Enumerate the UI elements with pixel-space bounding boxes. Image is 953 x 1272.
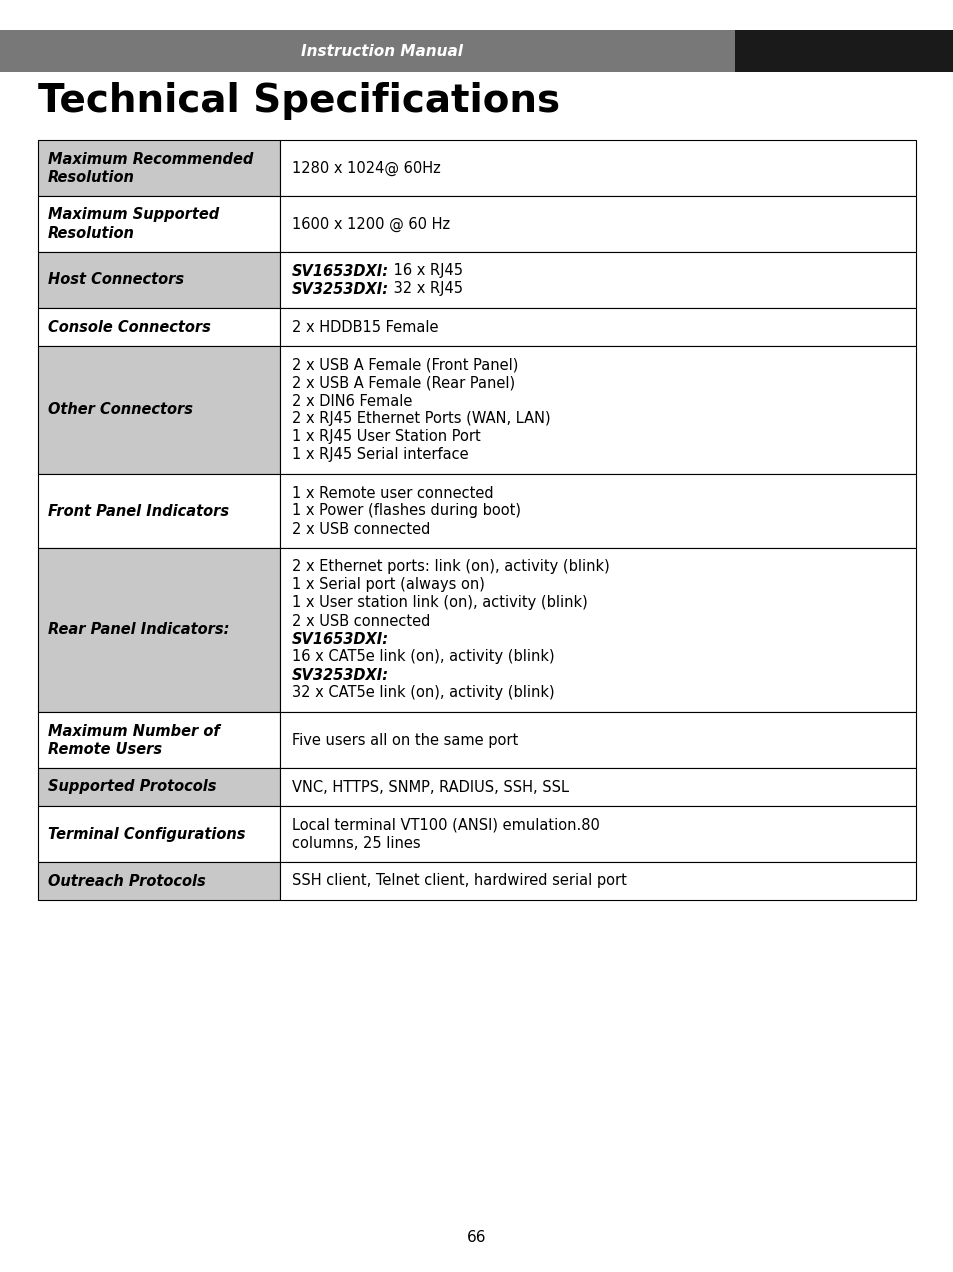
Text: 1 x RJ45 User Station Port: 1 x RJ45 User Station Port (292, 430, 480, 444)
Text: 66: 66 (467, 1230, 486, 1244)
Bar (280, 196, 915, 252)
Text: 1 x Power (flashes during boot): 1 x Power (flashes during boot) (292, 504, 520, 519)
Bar (280, 140, 915, 196)
Text: SSH client, Telnet client, hardwired serial port: SSH client, Telnet client, hardwired ser… (292, 874, 626, 889)
Bar (38, 712, 280, 768)
Bar (38, 806, 280, 862)
Bar (38, 346, 280, 474)
Text: Remote Users: Remote Users (48, 742, 162, 757)
Text: Instruction Manual: Instruction Manual (300, 43, 462, 59)
Bar (280, 346, 915, 474)
Bar (280, 252, 915, 308)
Text: 2 x DIN6 Female: 2 x DIN6 Female (292, 393, 412, 408)
Bar (280, 308, 915, 346)
Text: 1 x User station link (on), activity (blink): 1 x User station link (on), activity (bl… (292, 595, 587, 611)
Text: 2 x USB A Female (Front Panel): 2 x USB A Female (Front Panel) (292, 357, 517, 373)
Text: Technical Specifications: Technical Specifications (38, 81, 559, 120)
Text: 32 x RJ45: 32 x RJ45 (389, 281, 462, 296)
Bar (38, 548, 280, 712)
Text: Terminal Configurations: Terminal Configurations (48, 827, 245, 842)
Text: Maximum Number of: Maximum Number of (48, 724, 219, 739)
Text: Maximum Recommended: Maximum Recommended (48, 151, 253, 167)
Text: Host Connectors: Host Connectors (48, 272, 184, 287)
Text: 1600 x 1200 @ 60 Hz: 1600 x 1200 @ 60 Hz (292, 216, 450, 232)
Bar (280, 862, 915, 901)
Text: Local terminal VT100 (ANSI) emulation.80: Local terminal VT100 (ANSI) emulation.80 (292, 818, 599, 832)
Text: Console Connectors: Console Connectors (48, 319, 211, 335)
Bar (280, 806, 915, 862)
Text: Other Connectors: Other Connectors (48, 402, 193, 417)
Bar (0, 31, 734, 73)
Text: VNC, HTTPS, SNMP, RADIUS, SSH, SSL: VNC, HTTPS, SNMP, RADIUS, SSH, SSL (292, 780, 568, 795)
Text: 2 x USB connected: 2 x USB connected (292, 613, 430, 628)
Bar (38, 862, 280, 901)
Text: 2 x USB A Female (Rear Panel): 2 x USB A Female (Rear Panel) (292, 375, 515, 391)
Bar (38, 308, 280, 346)
Text: 1 x Serial port (always on): 1 x Serial port (always on) (292, 577, 484, 593)
Bar (280, 712, 915, 768)
Text: 2 x HDDB15 Female: 2 x HDDB15 Female (292, 319, 438, 335)
Text: 32 x CAT5e link (on), activity (blink): 32 x CAT5e link (on), activity (blink) (292, 686, 554, 701)
Text: 2 x RJ45 Ethernet Ports (WAN, LAN): 2 x RJ45 Ethernet Ports (WAN, LAN) (292, 412, 550, 426)
Text: SV1653DXI:: SV1653DXI: (292, 631, 389, 646)
Text: 2 x USB connected: 2 x USB connected (292, 522, 430, 537)
Text: Front Panel Indicators: Front Panel Indicators (48, 504, 229, 519)
Bar (734, 31, 953, 73)
Text: 16 x RJ45: 16 x RJ45 (389, 263, 462, 279)
Text: SV1653DXI:: SV1653DXI: (292, 263, 389, 279)
Text: columns, 25 lines: columns, 25 lines (292, 836, 420, 851)
Bar (280, 548, 915, 712)
Text: 1 x RJ45 Serial interface: 1 x RJ45 Serial interface (292, 448, 468, 463)
Bar (38, 140, 280, 196)
Bar (38, 252, 280, 308)
Bar (38, 474, 280, 548)
Text: Outreach Protocols: Outreach Protocols (48, 874, 206, 889)
Bar (280, 768, 915, 806)
Text: Resolution: Resolution (48, 225, 134, 240)
Text: Five users all on the same port: Five users all on the same port (292, 733, 517, 748)
Bar (280, 474, 915, 548)
Bar (38, 768, 280, 806)
Text: 16 x CAT5e link (on), activity (blink): 16 x CAT5e link (on), activity (blink) (292, 650, 554, 664)
Text: Maximum Supported: Maximum Supported (48, 207, 219, 223)
Text: 1280 x 1024@ 60Hz: 1280 x 1024@ 60Hz (292, 160, 440, 176)
Text: 1 x Remote user connected: 1 x Remote user connected (292, 486, 493, 500)
Text: Resolution: Resolution (48, 169, 134, 184)
Text: SV3253DXI:: SV3253DXI: (292, 281, 389, 296)
Text: 2 x Ethernet ports: link (on), activity (blink): 2 x Ethernet ports: link (on), activity … (292, 560, 609, 575)
Text: Supported Protocols: Supported Protocols (48, 780, 216, 795)
Bar (38, 196, 280, 252)
Text: Rear Panel Indicators:: Rear Panel Indicators: (48, 622, 230, 637)
Text: SV3253DXI:: SV3253DXI: (292, 668, 389, 683)
